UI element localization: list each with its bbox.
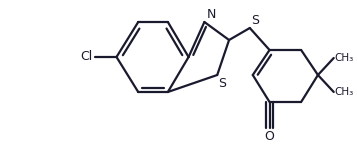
Text: S: S [251,14,259,27]
Text: Cl: Cl [81,51,93,63]
Text: N: N [206,8,216,21]
Text: S: S [218,77,226,90]
Text: CH₃: CH₃ [335,87,354,97]
Text: O: O [265,130,275,143]
Text: CH₃: CH₃ [335,53,354,63]
